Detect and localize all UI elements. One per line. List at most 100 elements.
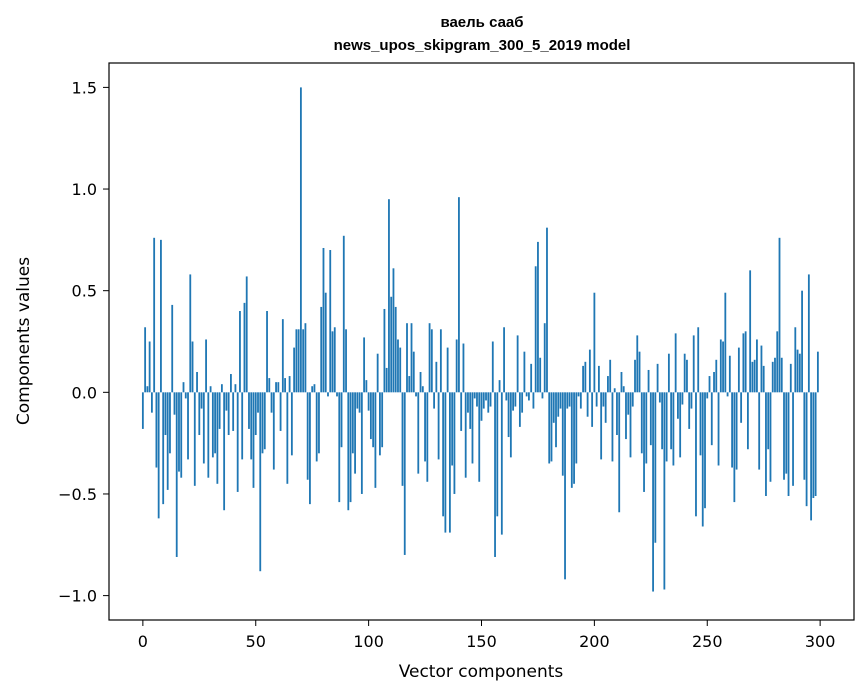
bar-83 xyxy=(329,250,332,393)
bar-191 xyxy=(573,392,575,484)
bar-255 xyxy=(717,392,720,466)
bar-0 xyxy=(141,392,144,429)
bar-31 xyxy=(211,392,214,458)
bar-296 xyxy=(810,392,813,521)
bar-14 xyxy=(173,392,176,415)
bar-99 xyxy=(365,380,368,393)
bar-127 xyxy=(428,323,431,393)
bar-119 xyxy=(410,323,413,393)
bar-110 xyxy=(390,296,393,393)
bar-131 xyxy=(437,392,440,460)
bar-182 xyxy=(552,392,555,423)
bar-107 xyxy=(383,308,386,393)
bar-137 xyxy=(451,392,454,466)
bar-135 xyxy=(446,347,449,393)
bar-126 xyxy=(426,392,429,482)
x-tick-label: 150 xyxy=(466,632,497,651)
bar-279 xyxy=(771,361,774,393)
bar-203 xyxy=(600,392,603,460)
bar-264 xyxy=(737,347,740,393)
bar-221 xyxy=(640,392,643,454)
bar-251 xyxy=(708,376,711,393)
bar-274 xyxy=(760,345,763,393)
bar-229 xyxy=(658,392,661,403)
bar-155 xyxy=(491,341,494,393)
bar-11 xyxy=(166,392,169,490)
bar-242 xyxy=(688,392,691,429)
bar-241 xyxy=(686,359,688,393)
bar-261 xyxy=(731,392,733,468)
bar-28 xyxy=(205,339,207,393)
bar-160 xyxy=(503,327,505,393)
bar-200 xyxy=(593,292,596,393)
bar-139 xyxy=(455,339,458,393)
y-tick-label: 0.0 xyxy=(72,383,97,402)
bar-129 xyxy=(433,392,435,409)
bar-220 xyxy=(638,351,641,393)
bar-266 xyxy=(742,333,745,393)
bar-233 xyxy=(667,353,670,393)
bar-133 xyxy=(442,392,445,517)
bar-226 xyxy=(652,392,654,592)
bar-15 xyxy=(175,392,178,557)
bar-76 xyxy=(313,384,316,393)
bar-45 xyxy=(243,302,246,393)
bar-20 xyxy=(187,392,189,460)
bar-78 xyxy=(318,392,320,454)
bar-80 xyxy=(322,247,325,393)
bar-57 xyxy=(270,392,273,413)
bar-210 xyxy=(616,392,618,436)
bar-286 xyxy=(787,392,790,496)
y-tick-label: −0.5 xyxy=(58,485,97,504)
bar-174 xyxy=(534,266,537,393)
bar-146 xyxy=(471,392,474,464)
bar-118 xyxy=(408,376,411,393)
bar-154 xyxy=(489,392,492,407)
bar-153 xyxy=(487,392,490,413)
y-tick-label: 1.0 xyxy=(72,180,97,199)
bar-150 xyxy=(480,392,483,421)
bar-22 xyxy=(191,341,194,393)
bar-214 xyxy=(625,392,627,440)
bar-111 xyxy=(392,268,395,393)
bar-13 xyxy=(171,304,174,393)
bar-75 xyxy=(311,386,314,393)
bar-85 xyxy=(333,327,336,393)
bar-170 xyxy=(525,392,528,397)
bar-277 xyxy=(767,392,770,450)
bar-194 xyxy=(579,392,582,409)
bar-212 xyxy=(620,371,623,393)
bar-249 xyxy=(704,392,706,509)
bar-254 xyxy=(715,359,718,393)
bar-32 xyxy=(214,392,217,454)
bar-204 xyxy=(602,392,605,407)
bar-54 xyxy=(263,392,266,450)
bar-34 xyxy=(218,392,221,429)
bar-263 xyxy=(735,392,738,470)
bar-50 xyxy=(254,392,257,436)
bar-165 xyxy=(514,392,517,407)
bar-115 xyxy=(401,392,404,486)
bar-197 xyxy=(586,392,589,417)
bar-180 xyxy=(548,392,551,464)
bar-10 xyxy=(164,392,167,436)
bar-188 xyxy=(566,392,569,409)
bar-295 xyxy=(807,274,810,393)
x-axis-label: Vector components xyxy=(399,662,564,682)
bar-223 xyxy=(645,392,648,464)
bar-216 xyxy=(629,392,632,458)
bar-92 xyxy=(349,392,352,503)
bar-151 xyxy=(482,392,485,409)
bar-289 xyxy=(794,327,797,393)
bar-280 xyxy=(774,357,776,393)
x-tick-label: 0 xyxy=(138,632,148,651)
bar-47 xyxy=(248,392,250,429)
bar-1 xyxy=(144,327,147,393)
bar-172 xyxy=(530,363,533,393)
bar-298 xyxy=(814,392,817,496)
bar-16 xyxy=(178,392,180,472)
bar-294 xyxy=(805,392,808,507)
bar-37 xyxy=(225,392,228,411)
